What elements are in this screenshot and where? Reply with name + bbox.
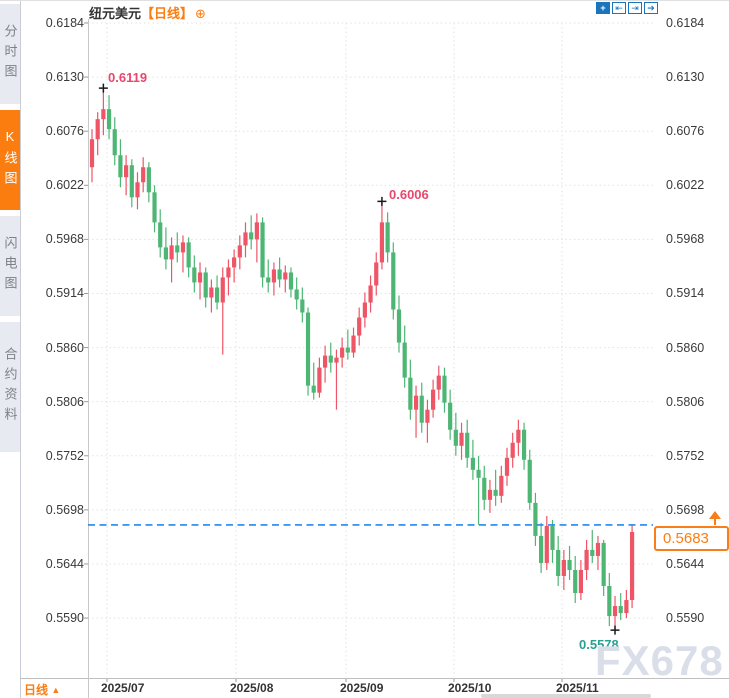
y-axis-label-right: 0.6076: [666, 124, 705, 139]
y-axis-label-left: 0.5968: [45, 232, 84, 247]
y-axis-label-right: 0.5914: [666, 286, 705, 301]
pan-icon[interactable]: +: [596, 2, 610, 14]
y-axis-label-left: 0.5644: [45, 556, 84, 571]
y-axis-label-right: 0.5644: [666, 556, 705, 571]
period-selector[interactable]: 日线 ▲: [24, 681, 60, 698]
y-axis-label-left: 0.6022: [45, 178, 84, 193]
x-axis-label: 2025/09: [340, 681, 384, 695]
annotation-low: 0.5578: [579, 637, 619, 652]
y-axis-label-left: 0.5698: [45, 502, 84, 517]
add-indicator-icon[interactable]: ⊕: [195, 6, 206, 21]
annotation-high: 0.6119: [108, 70, 148, 85]
reset-view-icon[interactable]: ➔: [644, 2, 658, 14]
sidebar-tab-time-chart[interactable]: 分时图: [0, 4, 20, 104]
last-price-box: 0.5683: [654, 526, 729, 551]
x-axis-label: 2025/08: [230, 681, 274, 695]
chart-title: 纽元美元【日线】 ⊕: [89, 3, 206, 22]
horizontal-scrollbar[interactable]: [481, 694, 651, 698]
x-axis-label: 2025/11: [556, 681, 599, 695]
y-axis-label-right: 0.5860: [666, 340, 705, 355]
sidebar-tab-kline-chart[interactable]: K线图: [0, 110, 20, 210]
y-axis-label-right: 0.6184: [666, 16, 705, 30]
chart-toolbar: + ⇤ ⇥ ➔: [596, 2, 658, 14]
y-axis-label-right: 0.5968: [666, 232, 705, 247]
symbol-name: 纽元美元: [89, 6, 142, 21]
y-axis-label-right: 0.5590: [666, 611, 705, 626]
y-axis-label-right: 0.5698: [666, 502, 705, 517]
period-selector-label: 日线: [24, 683, 49, 697]
triangle-up-icon: ▲: [51, 685, 61, 695]
sidebar-divider: [20, 1, 21, 698]
y-axis-label-left: 0.5860: [45, 340, 84, 355]
x-axis-label: 2025/10: [448, 681, 492, 695]
x-axis-label: 2025/07: [101, 681, 145, 695]
period-tag: 【日线】: [141, 6, 194, 21]
y-axis-label-left: 0.6130: [45, 70, 84, 85]
sidebar-tab-contract-info[interactable]: 合约资料: [0, 322, 20, 452]
y-axis-label-left: 0.5590: [45, 611, 84, 626]
y-axis-label-left: 0.5806: [45, 394, 84, 409]
y-axis-label-right: 0.6130: [666, 70, 705, 85]
y-axis-label-left: 0.6184: [45, 16, 84, 30]
fit-height-icon[interactable]: ⇥: [628, 2, 642, 14]
y-axis-label-right: 0.5752: [666, 448, 705, 463]
fit-width-icon[interactable]: ⇤: [612, 2, 626, 14]
annotation-swing-high: 0.6006: [389, 187, 429, 202]
y-axis-label-left: 0.6076: [45, 124, 84, 139]
sidebar-tab-lightning-chart[interactable]: 闪电图: [0, 216, 20, 316]
y-axis-label-right: 0.6022: [666, 178, 705, 193]
y-axis-label-left: 0.5914: [45, 286, 84, 301]
y-axis-label-right: 0.5806: [666, 394, 705, 409]
y-axis-label-left: 0.5752: [45, 448, 84, 463]
watermark: FX678: [595, 637, 724, 684]
price-up-arrow-icon: [708, 511, 722, 525]
